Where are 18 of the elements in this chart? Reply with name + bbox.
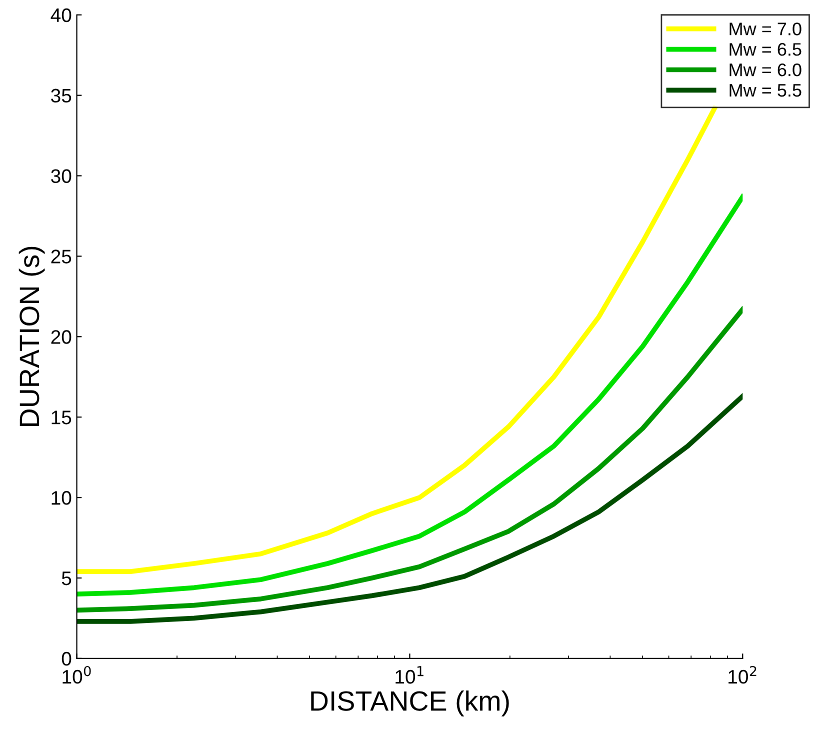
legend-label: Mw = 5.5 <box>730 84 802 97</box>
y-tick-label: 0 <box>62 652 72 666</box>
x-tick-label: 10$^{0}$ <box>62 666 91 684</box>
y-axis-title: DURATION (s) <box>18 246 45 426</box>
y-tick-label: 15 <box>52 410 72 424</box>
legend-label: Mw = 6.5 <box>730 43 802 56</box>
y-tick-label: 35 <box>51 88 72 103</box>
y-tick-label: 10 <box>52 491 72 505</box>
y-tick-label: 20 <box>51 330 72 344</box>
y-tick-label: 5 <box>62 572 72 586</box>
x-tick-label: 10$^{2}$ <box>728 666 756 684</box>
legend-label: Mw = 6.0 <box>730 63 802 76</box>
x-axis-title: DISTANCE (km) <box>311 690 509 716</box>
y-tick-label: 25 <box>51 250 72 264</box>
y-tick-label: 30 <box>51 169 72 184</box>
x-tick-label: 10$^{1}$ <box>396 666 424 684</box>
y-tick-label: 40 <box>50 8 72 22</box>
legend-label: Mw = 7.0 <box>730 22 802 36</box>
